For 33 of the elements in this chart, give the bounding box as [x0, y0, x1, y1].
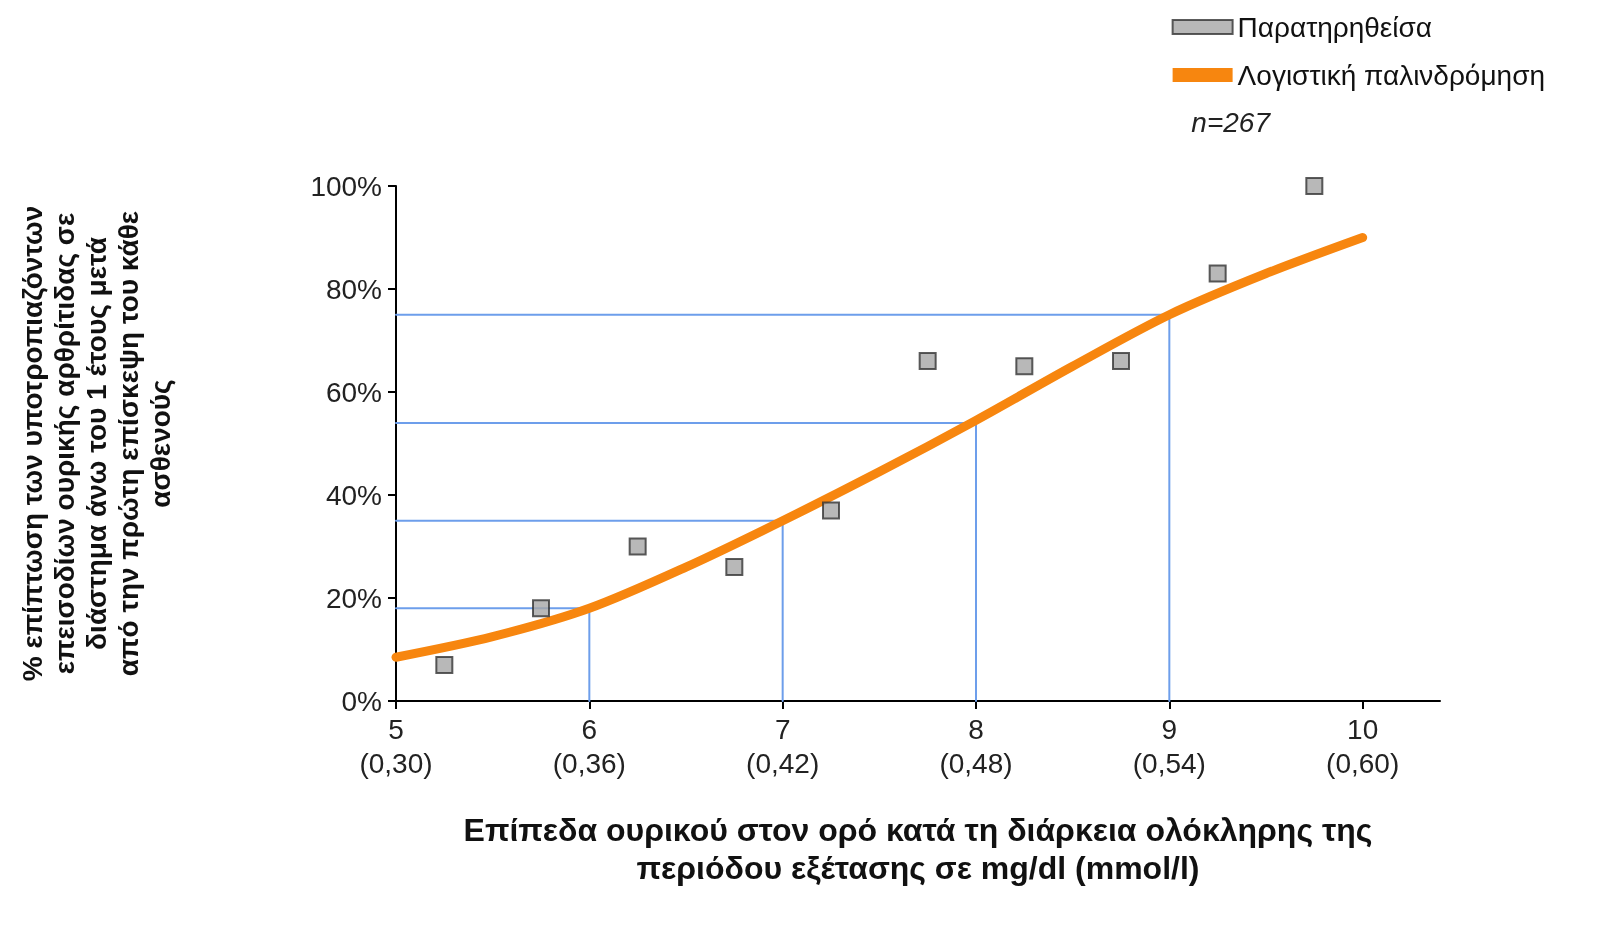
x2-tick-label: (0,30) — [359, 747, 433, 779]
point — [1112, 352, 1130, 371]
x-tick-label: 8 — [968, 713, 984, 745]
point — [628, 537, 647, 556]
x-axis-title: Επίπεδα ουρικού στον ορό κατά τη διάρκεια ολόκληρης της περιόδου εξέτασης σε mg/dl (mmol/l) — [463, 812, 1373, 886]
x-tick-label: 6 — [581, 713, 598, 745]
x2-tick-label: (0,60) — [1326, 747, 1400, 779]
text: n=267 — [1191, 106, 1272, 138]
point — [725, 558, 744, 577]
legend-label: Παρατηρηθείσα — [1237, 11, 1433, 43]
y-tick-label: 20% — [325, 582, 382, 614]
x2-tick-label: (0,36) — [552, 747, 626, 779]
point — [1015, 357, 1034, 376]
point — [435, 655, 454, 674]
point — [822, 501, 840, 520]
point — [1305, 177, 1324, 195]
point — [1208, 264, 1227, 283]
y-tick-label: 100% — [310, 170, 382, 202]
point — [532, 599, 550, 618]
point — [918, 352, 937, 371]
y-tick-label: 60% — [325, 376, 382, 408]
legend-label: Λογιστική παλινδρόμηση — [1237, 59, 1546, 91]
y-axis-title: % επίπτωση των υποτροπιαζόντων επεισοδίων ουρικής αρθρίτιδας σε διάστημα άνω του 1 έτους μετά από την πρώτη επίσκεψη του κάθε ασθενούς — [16, 205, 176, 682]
y-tick-label: 40% — [325, 479, 382, 511]
x-tick-label: 9 — [1161, 713, 1178, 745]
x-tick-label: 5 — [388, 713, 404, 745]
x2-tick-label: (0,48) — [939, 747, 1013, 779]
x-tick-label: 7 — [774, 713, 791, 745]
x2-tick-label: (0,54) — [1132, 747, 1206, 779]
y-tick-label: 80% — [325, 273, 382, 305]
y-tick-label: 0% — [341, 685, 382, 717]
x-tick-label: 10 — [1347, 713, 1379, 745]
x2-tick-label: (0,42) — [746, 747, 820, 779]
